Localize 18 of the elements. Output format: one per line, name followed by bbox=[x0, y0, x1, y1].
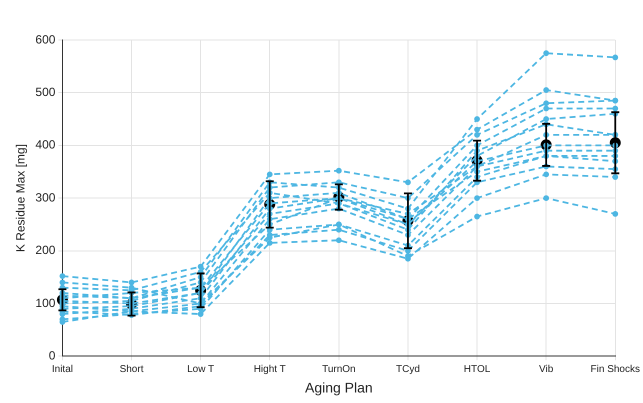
y-tick-label: 400 bbox=[35, 138, 56, 152]
x-tick-label: Hight T bbox=[254, 364, 286, 375]
y-tick-label: 500 bbox=[35, 85, 56, 100]
y-axis-title: K Residue Max [mg] bbox=[14, 144, 28, 252]
x-tick-label: HTOL bbox=[464, 364, 491, 375]
y-tick-label: 0 bbox=[48, 348, 56, 363]
x-tick-label: Short bbox=[120, 364, 144, 375]
x-tick-label: Inital bbox=[52, 364, 73, 375]
x-tick-label: TCyd bbox=[396, 364, 420, 375]
x-tick-label: TurnOn bbox=[322, 364, 356, 375]
x-tick-label: Low T bbox=[187, 364, 214, 375]
x-tick-label: Vib bbox=[539, 364, 554, 375]
y-tick-label: 200 bbox=[35, 243, 56, 258]
x-axis-title: Aging Plan bbox=[304, 379, 373, 396]
y-tick-label: 600 bbox=[35, 32, 56, 46]
y-tick-label: 100 bbox=[35, 296, 56, 310]
y-tick-label: 300 bbox=[35, 190, 56, 204]
x-tick-label: Fin Shocks bbox=[590, 364, 640, 375]
